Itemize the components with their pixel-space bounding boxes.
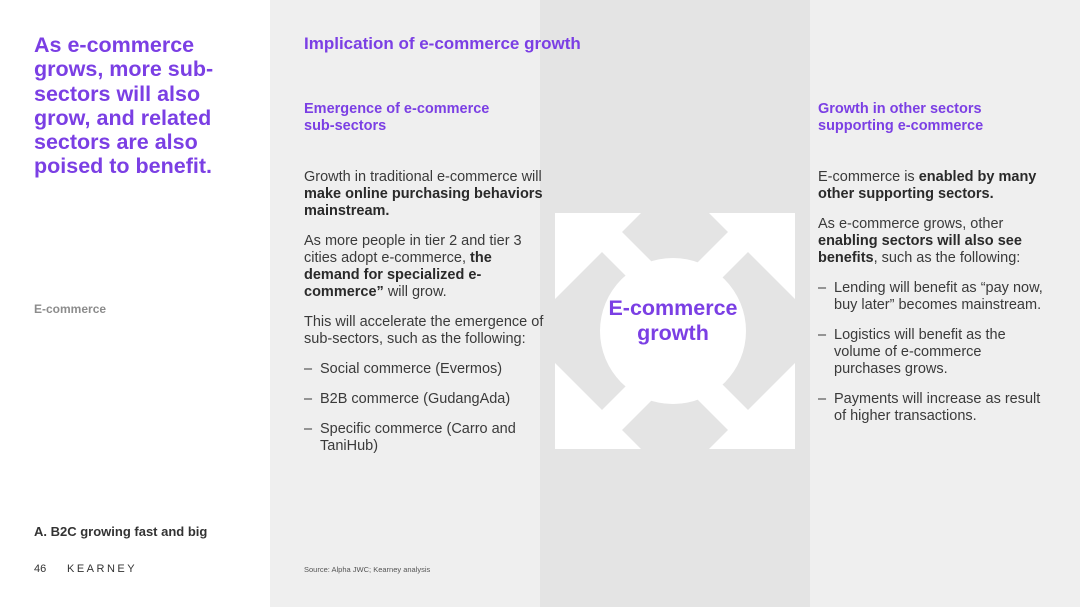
right-heading-line2: supporting e-commerce [818,118,984,134]
list-item: Social commerce (Evermos) [304,361,544,378]
center-label-line1: E-commerce [608,296,738,320]
list-item: B2B commerce (GudangAda) [304,391,544,408]
right-paragraph-2: As e-commerce grows, other enabling sect… [818,216,1050,267]
center-label-line2: growth [637,321,709,345]
right-paragraph-1: E-commerce is enabled by many other supp… [818,169,1050,203]
page-number: 46 [34,563,47,575]
right-p1-text: E-commerce is [818,169,919,185]
right-p2-emphasis: enabling sectors will also see benefits [818,233,1022,266]
right-p2-tail: , such as the following: [873,250,1021,266]
source-note: Source: Alpha JWC; Kearney analysis [304,565,431,574]
list-item: Payments will increase as result of high… [818,391,1050,425]
section-label: E-commerce [34,302,107,316]
right-p2-text: As e-commerce grows, other [818,216,1004,232]
left-paragraph-1: Growth in traditional e-commerce will ma… [304,169,544,220]
left-p2-emphasis: the demand for specialized e-commerce” [304,250,492,300]
list-item: Logistics will benefit as the volume of … [818,327,1050,378]
left-heading-line2: sub-sectors [304,118,387,134]
left-p1-emphasis: make online purchasing behaviors mainstr… [304,186,543,219]
brand-logo: KEARNEY [67,563,138,575]
left-column: Emergence of e-commerce sub-sectors Grow… [304,101,544,468]
content-background-left [270,0,540,607]
right-column-heading: Growth in other sectors supporting e-com… [818,101,1050,135]
page-title: Implication of e-commerce growth [304,34,581,53]
right-column: Growth in other sectors supporting e-com… [818,101,1050,438]
chapter-label: A. B2C growing fast and big [34,524,208,539]
left-p1-text: Growth in traditional e-commerce will [304,169,542,185]
right-heading-line1: Growth in other sectors [818,101,982,117]
left-paragraph-2: As more people in tier 2 and tier 3 citi… [304,233,544,301]
center-label: E-commerce growth [601,296,745,346]
right-bullet-list: Lending will benefit as “pay now, buy la… [818,280,1050,425]
left-p2-tail: will grow. [383,284,447,300]
expanding-arrows-icon [555,213,795,449]
left-heading-line1: Emergence of e-commerce [304,101,490,117]
list-item: Specific commerce (Carro and TaniHub) [304,421,544,455]
page-headline: As e-commerce grows, more sub-sectors wi… [34,33,214,179]
left-p2-text: As more people in tier 2 and tier 3 citi… [304,233,522,266]
left-bullet-list: Social commerce (Evermos) B2B commerce (… [304,361,544,455]
left-panel [0,0,270,607]
center-circle [600,258,746,404]
left-paragraph-3: This will accelerate the emergence of su… [304,314,544,347]
left-column-heading: Emergence of e-commerce sub-sectors [304,101,544,135]
right-p1-emphasis: enabled by many other supporting sectors… [818,169,1037,202]
list-item: Lending will benefit as “pay now, buy la… [818,280,1050,314]
